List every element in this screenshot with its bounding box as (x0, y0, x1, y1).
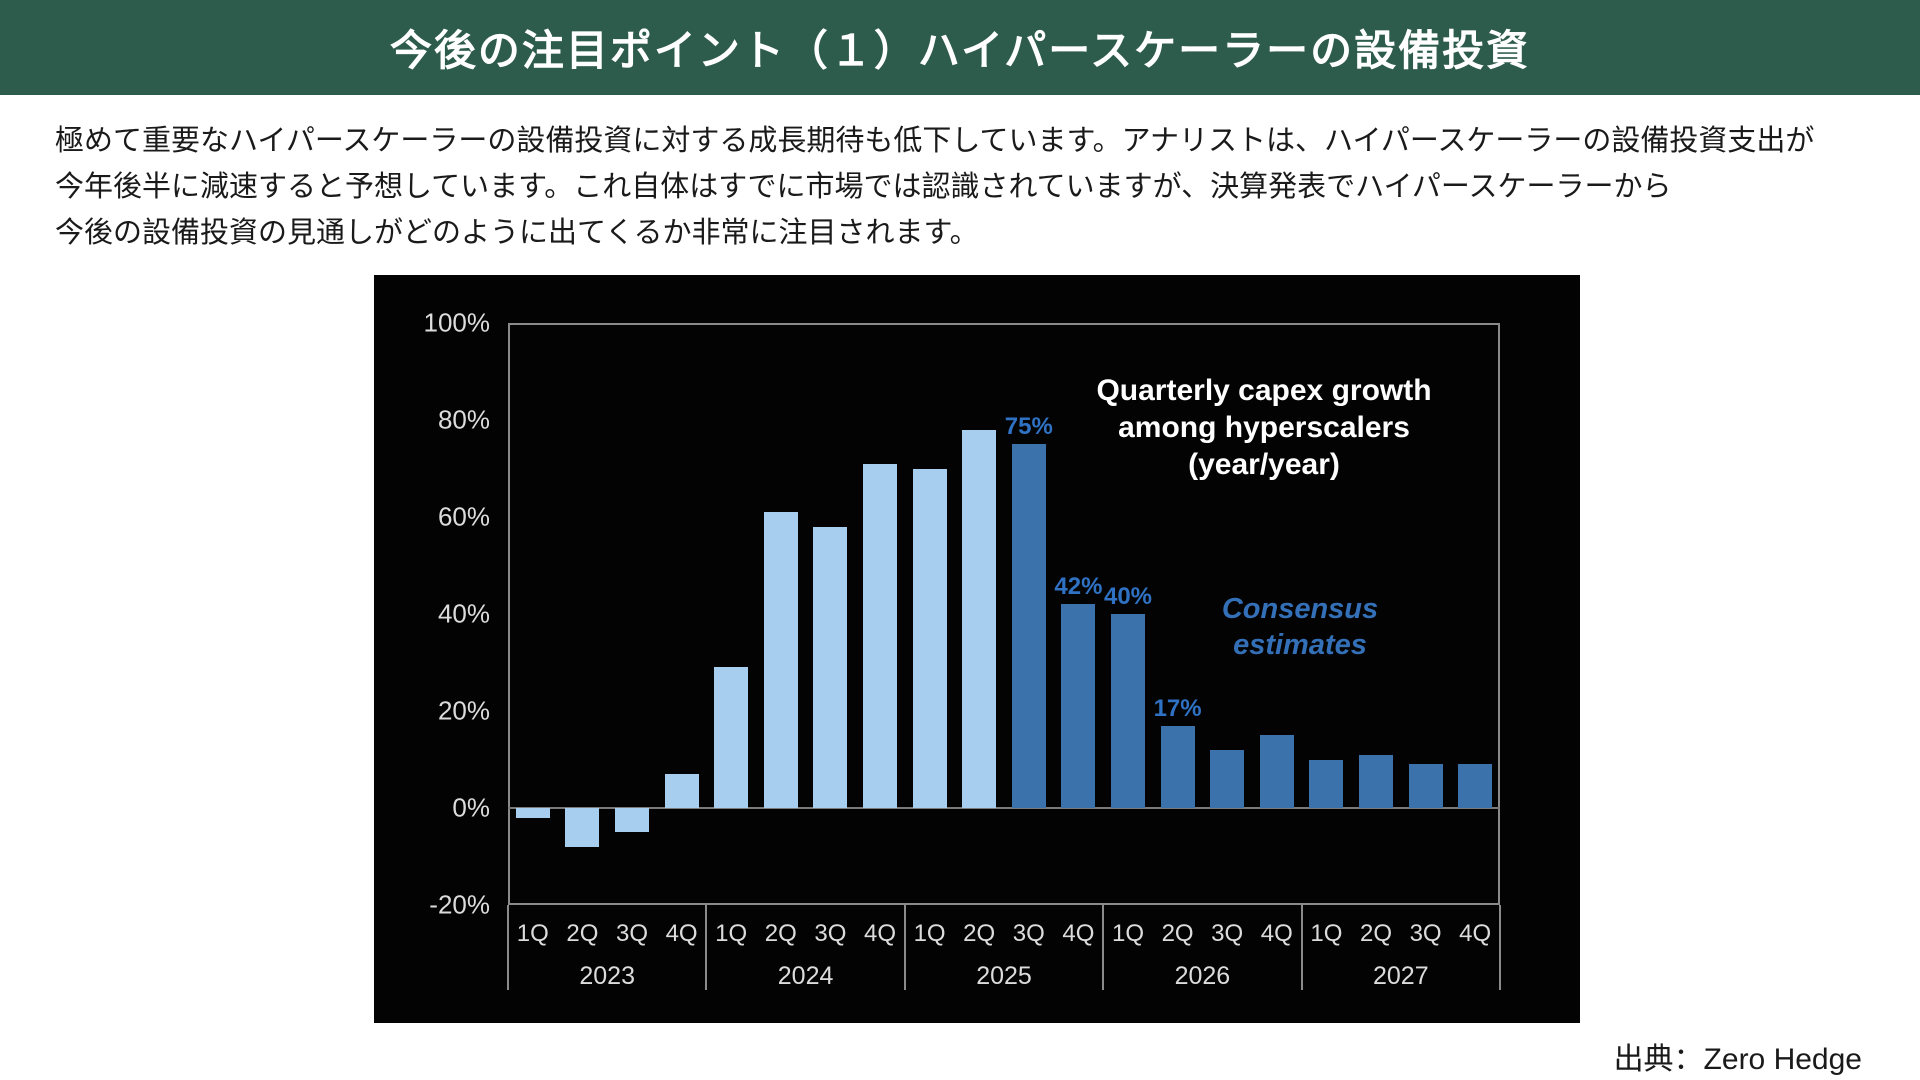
body-paragraph: 極めて重要なハイパースケーラーの設備投資に対する成長期待も低下しています。アナリ… (55, 118, 1895, 256)
bar-value-label: 17% (1153, 694, 1202, 722)
source-label: 出典：Zero Hedge (1613, 1043, 1862, 1076)
chart-title: Quarterly capex growth among hyperscalers… (1096, 372, 1431, 483)
bar-2023-4Q (664, 774, 699, 808)
x-axis-year-label: 2024 (777, 962, 834, 990)
zero-gridline (508, 807, 1500, 809)
bar-value-label: 40% (1103, 583, 1153, 610)
y-axis-tick-label: 80% (437, 404, 490, 435)
year-group-divider (903, 905, 906, 990)
year-group-divider (705, 905, 708, 990)
x-axis-year-label: 2027 (1372, 962, 1429, 990)
x-axis-year-label: 2025 (976, 962, 1032, 990)
bar-2027-3Q (1408, 764, 1443, 808)
x-axis-year-label: 2023 (579, 962, 635, 990)
year-group-divider (1499, 905, 1501, 990)
bar-2024-2Q (763, 512, 798, 808)
bar-2024-4Q (863, 463, 897, 808)
bar-2025-4Q (1061, 604, 1096, 808)
bar-2026-3Q (1210, 749, 1245, 808)
bar-value-label: 42% (1054, 573, 1103, 601)
bar-2023-3Q (615, 808, 649, 833)
bar-value-label: 75% (1004, 413, 1053, 441)
chart-title-line: Quarterly capex growth (1096, 374, 1432, 407)
x-axis-quarter-label: 1Q (715, 920, 748, 947)
x-axis-quarter-label: 2Q (566, 920, 599, 947)
x-axis-year-label: 2026 (1174, 962, 1231, 990)
x-axis-quarter-label: 1Q (1310, 920, 1343, 947)
body-line-1: 極めて重要なハイパースケーラーの設備投資に対する成長期待も低下しています。アナリ… (55, 125, 1815, 157)
year-group-divider (1300, 905, 1303, 990)
x-axis-quarter-label: 2Q (764, 920, 797, 947)
bar-2026-1Q (1111, 614, 1145, 808)
y-axis-tick-label: 20% (437, 695, 490, 726)
x-axis-quarter-label: 4Q (665, 920, 698, 947)
consensus-annotation-line: Consensus (1221, 593, 1379, 625)
chart-title-line: (year/year) (1188, 448, 1340, 481)
y-axis-tick-label: 40% (437, 598, 490, 629)
bar-2023-2Q (565, 808, 600, 847)
year-group-divider (1102, 905, 1105, 990)
body-line-3: 今後の設備投資の見通しがどのように出てくるか非常に注目されます。 (55, 217, 979, 249)
bar-2024-1Q (714, 667, 749, 808)
chart-image: 100% 80% 60% 40% 20% 0% -20% 1Q 2Q 3Q 4Q 1Q 2Q 3Q 4Q 1Q… (374, 275, 1580, 1023)
x-axis-quarter-label: 3Q (615, 920, 649, 947)
y-axis-tick-label: 100% (423, 307, 491, 338)
x-axis-quarter-label: 3Q (1409, 920, 1442, 947)
bar-2027-1Q (1309, 759, 1344, 808)
bar-2023-1Q (515, 808, 550, 818)
header-bar: 今後の注目ポイント（１）ハイパースケーラーの設備投資 (0, 0, 1920, 95)
x-axis-quarter-label: 4Q (1260, 920, 1293, 947)
bar-2024-3Q (813, 526, 848, 808)
x-axis-quarter-label: 2Q (1359, 920, 1393, 947)
y-axis-tick-label: 60% (437, 501, 490, 532)
bar-2025-3Q (1011, 444, 1046, 808)
x-axis-quarter-label: 1Q (913, 920, 946, 947)
x-axis-quarter-label: 2Q (1161, 920, 1194, 947)
x-axis-quarter-label: 4Q (1459, 920, 1492, 947)
bar-2025-1Q (912, 468, 947, 808)
plot-frame (508, 323, 1500, 905)
x-axis-quarter-label: 1Q (516, 920, 549, 947)
page-title: 今後の注目ポイント（１）ハイパースケーラーの設備投資 (389, 27, 1531, 74)
x-axis-quarter-label: 2Q (963, 920, 996, 947)
x-axis-quarter-label: 4Q (1062, 920, 1095, 947)
consensus-annotation-line: estimates (1233, 629, 1367, 661)
x-axis-quarter-label: 3Q (814, 920, 847, 947)
chart-title-line: among hyperscalers (1118, 411, 1410, 444)
x-axis-quarter-label: 3Q (1211, 920, 1244, 947)
bar-2026-4Q (1259, 735, 1294, 808)
x-axis-quarter-label: 4Q (863, 920, 897, 947)
x-axis-quarter-label: 3Q (1012, 920, 1045, 947)
bar-2025-2Q (962, 429, 997, 808)
consensus-estimates-annotation: Consensus estimates (1222, 591, 1378, 663)
x-axis-quarter-label: 1Q (1111, 920, 1145, 947)
year-group-divider (507, 905, 509, 990)
y-axis-tick-label: -20% (429, 889, 490, 920)
bar-2026-2Q (1160, 725, 1195, 808)
bar-2027-2Q (1359, 754, 1393, 808)
bar-2027-4Q (1458, 764, 1493, 808)
body-line-2: 今年後半に減速すると予想しています。これ自体はすでに市場では認識されていますが、… (55, 171, 1672, 203)
y-axis-tick-label: 0% (452, 792, 490, 823)
